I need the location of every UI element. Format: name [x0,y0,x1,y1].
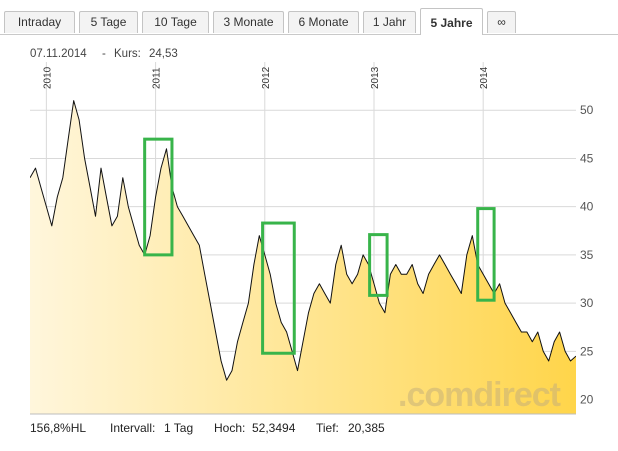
interval-value: 1 Tag [164,421,193,435]
highlight-box [368,233,389,297]
tab-max[interactable]: ∞ [487,11,516,33]
y-tick-label: 40 [580,200,594,214]
quote-value: 24,53 [149,48,178,60]
y-tick-label: 35 [580,248,594,262]
tab-1-jahr[interactable]: 1 Jahr [363,11,416,33]
year-tick-label: 2012 [261,66,272,89]
price-line [30,100,576,381]
year-tick-label: 2014 [479,66,490,89]
low-label: Tief: [316,421,339,435]
tab-6-monate[interactable]: 6 Monate [288,11,359,33]
comdirect-watermark: .comdirect [398,376,561,414]
highlight-box [143,137,174,257]
high-label: Hoch: [214,421,245,435]
tab-10-tage[interactable]: 10 Tage [142,11,209,33]
high-value: 52,3494 [252,421,296,435]
y-axis-labels: 20 25 30 35 40 45 50 [580,103,594,406]
y-tick-label: 50 [580,103,594,117]
range-percent: 156,8%HL [30,421,86,435]
year-labels: 2010 2011 2012 2013 2014 [42,66,490,89]
tab-5-jahre[interactable]: 5 Jahre [420,8,483,35]
quote-label: Kurs: [114,48,141,60]
tab-3-monate[interactable]: 3 Monate [213,11,284,33]
header-separator: - [102,48,106,60]
tab-5-tage[interactable]: 5 Tage [79,11,138,33]
highlight-box [476,207,496,302]
year-tick-label: 2013 [370,66,381,89]
highlight-box [261,221,296,355]
quote-date: 07.11.2014 [30,48,87,60]
y-tick-label: 45 [580,151,594,165]
highlight-boxes [143,137,496,355]
y-tick-label: 25 [580,344,594,358]
low-value: 20,385 [348,421,385,435]
year-tick-label: 2010 [42,66,53,89]
year-tick-label: 2011 [152,67,163,89]
price-area-layer [30,100,576,414]
interval-label: Intervall: [110,421,155,435]
period-tab-bar: Intraday 5 Tage 10 Tage 3 Monate 6 Monat… [0,0,618,35]
y-tick-label: 30 [580,296,594,310]
price-area-fill [30,100,576,414]
price-chart: 07.11.2014 - Kurs: 24,53 .comdirect 2010… [0,36,618,446]
chart-svg: 07.11.2014 - Kurs: 24,53 .comdirect 2010… [30,48,594,435]
tab-intraday[interactable]: Intraday [4,11,75,33]
y-tick-label: 20 [580,393,594,407]
